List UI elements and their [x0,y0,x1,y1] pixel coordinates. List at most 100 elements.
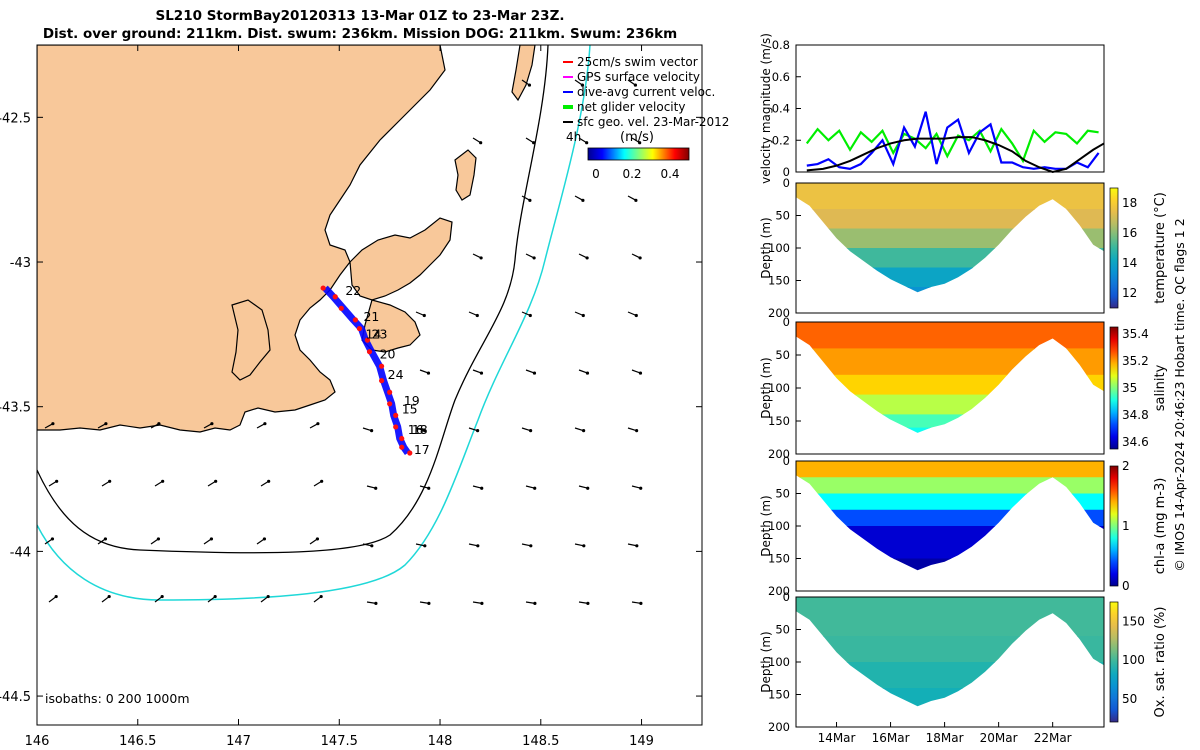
velocity-series-line [806,111,1100,170]
date-tick-label: 16Mar [872,731,910,745]
day-label: 18 [412,422,428,437]
map-frame [36,44,703,726]
current-vector-head [581,313,585,318]
current-vector-head [427,486,431,490]
current-vector-head [267,479,271,483]
isobath-200m [37,45,549,554]
depth-tick-label: 150 [768,552,790,566]
section-panel-temperature: 0 50 100 150 200 Depth (m) 12 14 16 18 temperature… [759,176,1168,320]
current-vector-head [51,422,55,426]
colorbar-tick: 0.2 [622,167,641,181]
current-vector-head [108,479,112,483]
current-vector-head [475,429,480,433]
colorbar-tick-label: 35.2 [1122,354,1149,368]
section-colorbar [1109,187,1119,309]
depth-ylabel: Depth (m) [759,495,773,556]
swim-vector [399,435,405,442]
velocity-y-tick-label: 0.2 [772,133,790,147]
date-tick-label: 20Mar [980,731,1018,745]
current-vector-head [633,83,638,87]
current-vector-head [586,486,590,490]
current-vector-head [369,429,374,433]
colorbar-tick-label: 12 [1122,286,1137,300]
map-x-tick-label: 148 [428,734,453,749]
colorbar-tick-label: 18 [1122,196,1137,210]
day-label: 21 [363,309,379,324]
current-vector-head [54,594,58,599]
depth-ylabel: Depth (m) [759,217,773,278]
current-vector-head [422,313,426,318]
section-layer [796,461,1104,479]
current-vector-head [426,371,431,375]
current-vector-head [427,601,431,605]
current-vector-head [634,429,639,433]
depth-tick-label: 100 [768,241,790,255]
colorbar-tick-label: 14 [1122,256,1137,270]
depth-tick-label: 0 [783,454,790,468]
colorbar-tick-label: 35.4 [1122,327,1149,341]
current-vector-head [479,371,484,375]
current-vector-head [528,313,532,318]
map-x-tick-label: 146 [25,734,50,749]
depth-tick-label: 150 [768,274,790,288]
colorbar-tick-label: 16 [1122,226,1137,240]
colorbar-tick-label: 34.8 [1122,408,1149,422]
section-x-axis: 14Mar 16Mar 18Mar 20Mar 22Mar [818,722,1072,745]
depth-tick-label: 150 [768,414,790,428]
map-y-tick-label: -44.5 [0,690,31,705]
swim-vector [393,424,399,430]
title-line-1: SL210 StormBay20120313 13-Mar 01Z to 23-… [155,8,565,24]
map-x-tick-label: 148.5 [522,734,559,749]
current-vector-head [370,544,374,548]
depth-tick-label: 0 [783,315,790,329]
swim-vector [320,285,326,291]
colorbar-title: (m/s) [620,130,654,145]
velocity-y-tick-label: 0.6 [772,70,790,84]
current-vector-head [532,256,536,260]
day-label: 23 [372,326,388,341]
velocity-series-line [805,127,1099,164]
section-panel-salinity: 0 50 100 150 200 Depth (m) 34.6 34.8 35 35.2 35.4 s… [759,315,1168,461]
current-vector-head [638,371,643,375]
depth-tick-label: 50 [775,209,790,223]
colorbar-label: chl-a (mg m-3) [1153,478,1168,575]
current-vector-head [582,544,586,548]
date-tick-label: 18Mar [926,731,964,745]
current-vector-head [635,544,639,548]
current-vector-head [638,141,642,145]
colorbar-tick-label: 50 [1122,692,1137,706]
day-label: 15 [402,402,418,417]
current-vector-head [209,537,214,541]
map-x-tick-label: 147 [226,734,251,749]
depth-tick-label: 200 [768,720,790,734]
current-vector-head [480,601,484,605]
depth-tick-label: 200 [768,584,790,598]
day-label: 19 [404,393,420,408]
current-vector-head [585,141,589,145]
current-vector-head [533,486,537,490]
swim-vector [387,389,393,395]
swim-vector [356,325,363,332]
depth-tick-label: 100 [768,655,790,669]
velocity-y-tick-label: 0 [783,165,790,179]
colorbar-tick-label: 100 [1122,653,1145,667]
current-vector-head [161,479,165,483]
isobaths-label: isobaths: 0 200 1000m [45,691,190,706]
colorbar-tick-label: 1 [1122,519,1130,533]
depth-tick-label: 50 [775,623,790,637]
current-vector-head [528,429,533,433]
swim-vector [352,317,358,323]
current-vector-head [475,313,479,318]
map-x-tick-label: 149 [629,734,654,749]
current-vector-head [315,537,320,541]
day-label: 17 [414,442,430,457]
legend-label: net glider velocity [577,100,685,114]
current-vector-head [634,198,638,202]
current-vector-head [586,601,590,605]
section-colorbar [1109,465,1119,587]
colorbar-label: salinity [1153,364,1168,411]
swim-vector [366,349,373,355]
annotation-4h: 4h [566,130,581,144]
